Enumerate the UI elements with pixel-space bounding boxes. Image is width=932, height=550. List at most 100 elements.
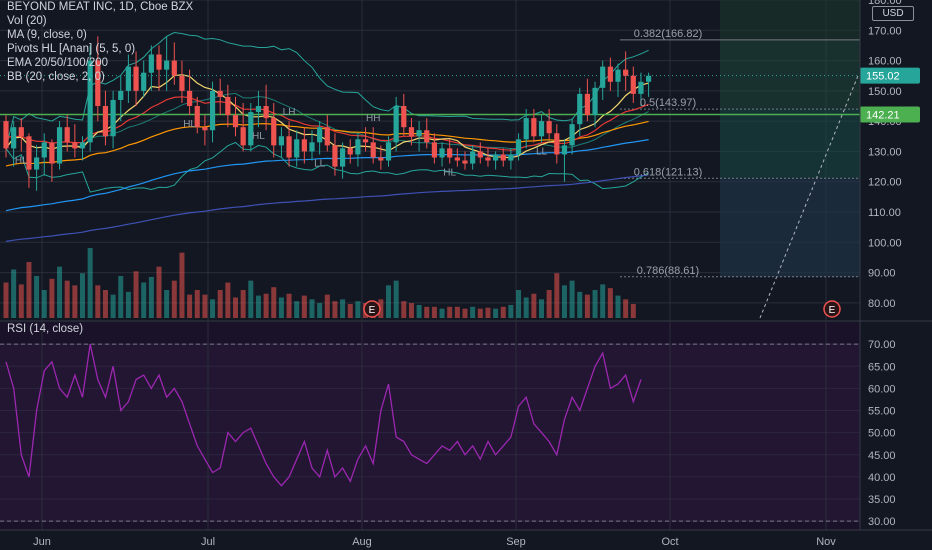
candle-body bbox=[79, 142, 86, 149]
x-tick-label: Jun bbox=[33, 536, 51, 548]
y-tick-label: 130.00 bbox=[868, 146, 902, 158]
volume-bar bbox=[49, 278, 55, 318]
legend-pivots[interactable]: Pivots HL [Anan] (5, 5, 0) bbox=[7, 43, 136, 55]
fib-label: 0.382(166.82) bbox=[634, 28, 703, 40]
candle-body bbox=[416, 130, 422, 137]
candle-body bbox=[156, 54, 162, 70]
candle-body bbox=[64, 127, 70, 143]
fib-zone-3 bbox=[720, 178, 860, 277]
candle-body bbox=[125, 66, 131, 91]
candle-body bbox=[118, 90, 124, 100]
pivot-label: LH bbox=[283, 107, 296, 118]
volume-bar bbox=[278, 297, 284, 318]
candle-body bbox=[301, 139, 307, 152]
rsi-tick-label: 30.00 bbox=[868, 516, 896, 528]
candle-body bbox=[577, 93, 583, 125]
candle-body bbox=[523, 118, 529, 140]
candle-body bbox=[393, 106, 399, 143]
candle-body bbox=[646, 75, 652, 82]
candle-body bbox=[133, 66, 139, 91]
candle-body bbox=[638, 81, 644, 94]
candle-body bbox=[286, 136, 292, 158]
candle-body bbox=[531, 118, 537, 137]
volume-bar bbox=[332, 301, 338, 318]
volume-bar bbox=[317, 303, 323, 318]
volume-bar bbox=[80, 273, 85, 318]
earnings-marker bbox=[823, 300, 841, 318]
candle-body bbox=[538, 121, 545, 137]
volume-bar bbox=[133, 271, 139, 318]
volume-bar bbox=[477, 308, 483, 318]
volume-bar bbox=[523, 297, 529, 318]
volume-bar bbox=[233, 297, 238, 318]
level-price-text: 142.21 bbox=[866, 109, 900, 121]
candle-body bbox=[485, 157, 491, 161]
legend-ema[interactable]: EMA 20/50/100/200 bbox=[7, 57, 109, 69]
legend-vol[interactable]: Vol (20) bbox=[7, 15, 47, 27]
volume-bar bbox=[630, 304, 636, 318]
rsi-line bbox=[5, 343, 642, 487]
volume-bar bbox=[255, 295, 261, 318]
candle-body bbox=[477, 151, 483, 158]
candle-body bbox=[87, 60, 93, 143]
currency-button[interactable]: USD bbox=[872, 6, 914, 21]
rsi-tick-label: 45.00 bbox=[868, 450, 896, 462]
candle-body bbox=[271, 118, 277, 146]
volume-bar bbox=[148, 276, 154, 318]
volume-bar bbox=[202, 294, 208, 318]
volume-bar bbox=[561, 285, 567, 318]
volume-bar bbox=[102, 290, 108, 318]
volume-bar bbox=[493, 308, 499, 318]
volume-bar bbox=[600, 284, 606, 318]
rsi-legend[interactable]: RSI (14, close) bbox=[7, 323, 84, 335]
volume-bar bbox=[248, 280, 254, 318]
x-tick-label: Nov bbox=[816, 536, 836, 548]
candle-body bbox=[408, 127, 415, 137]
volume-bar bbox=[577, 291, 583, 318]
candle-body bbox=[141, 72, 147, 91]
candle-body bbox=[11, 127, 17, 149]
candle-body bbox=[3, 121, 9, 149]
volume-bar bbox=[393, 280, 399, 318]
candle-body bbox=[95, 60, 101, 106]
volume-bar bbox=[454, 306, 460, 318]
x-tick-label: Oct bbox=[661, 536, 678, 548]
volume-bar bbox=[301, 295, 307, 318]
fib-zone-2 bbox=[720, 109, 860, 179]
volume-bar bbox=[156, 266, 162, 318]
x-tick-label: Jul bbox=[201, 536, 215, 548]
volume-bar bbox=[217, 290, 223, 318]
last-price-tag bbox=[860, 67, 920, 84]
candle-body bbox=[454, 157, 460, 161]
volume-bar bbox=[87, 248, 93, 318]
candle-body bbox=[508, 154, 514, 161]
volume-bar bbox=[584, 294, 590, 318]
candle-body bbox=[240, 127, 246, 146]
ema100-line bbox=[5, 139, 649, 212]
candle-body bbox=[355, 139, 361, 155]
candle-body bbox=[255, 106, 262, 113]
volume-bar bbox=[225, 282, 231, 318]
legend-bb[interactable]: BB (20, close, 2, 0) bbox=[7, 71, 105, 83]
candle-body bbox=[615, 69, 621, 82]
volume-bar bbox=[187, 294, 193, 318]
candle-body bbox=[202, 127, 208, 131]
volume-bar bbox=[485, 307, 491, 318]
volume-bar bbox=[3, 282, 9, 318]
volume-bar bbox=[470, 306, 476, 318]
candle-body bbox=[232, 115, 239, 128]
fib-zone-1 bbox=[720, 39, 860, 110]
volume-bar bbox=[95, 285, 101, 318]
candle-body bbox=[569, 124, 575, 146]
volume-bar bbox=[34, 276, 40, 318]
candle-body bbox=[72, 142, 78, 149]
legend-ma[interactable]: MA (9, close, 0) bbox=[7, 29, 87, 41]
volume-bar bbox=[516, 290, 522, 318]
candle-body bbox=[278, 136, 284, 146]
pivot-label: HL bbox=[15, 155, 28, 166]
candle-body bbox=[515, 139, 522, 155]
volume-bar bbox=[447, 306, 453, 318]
candle-body bbox=[447, 148, 453, 158]
candle-body bbox=[187, 90, 193, 106]
